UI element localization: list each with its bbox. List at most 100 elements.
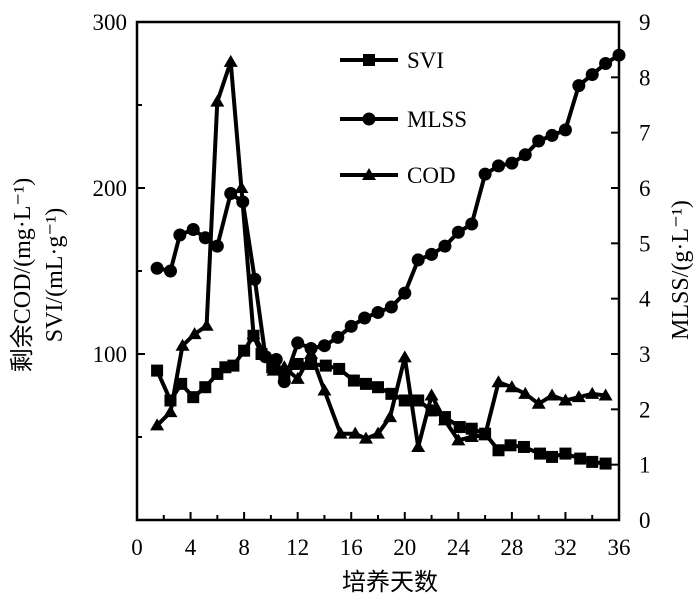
data-point-mlss xyxy=(438,239,452,253)
data-point-svi xyxy=(175,377,188,390)
data-point-cod xyxy=(424,388,439,401)
series-line-mlss xyxy=(156,53,621,384)
data-point-mlss xyxy=(398,286,412,300)
data-point-svi xyxy=(398,394,411,407)
x-tick-label: 0 xyxy=(131,535,143,560)
data-point-svi xyxy=(599,457,612,470)
legend-marker xyxy=(362,168,376,180)
data-point-svi xyxy=(151,364,164,377)
x-tick-label: 4 xyxy=(185,535,197,560)
right-tick-label: 3 xyxy=(639,342,651,367)
data-point-cod xyxy=(464,430,479,442)
right-axis-title: MLSS/(g·L⁻¹) xyxy=(668,200,694,340)
right-tick-label: 8 xyxy=(639,65,651,90)
data-point-mlss xyxy=(224,187,238,201)
data-point-mlss xyxy=(358,311,372,325)
right-axis-ticks: 0 1 2 3 4 5 6 7 8 9 xyxy=(611,10,651,533)
data-point-cod xyxy=(257,347,272,359)
data-point-mlss xyxy=(150,261,164,275)
data-point-cod xyxy=(333,426,348,439)
data-point-svi xyxy=(492,444,505,457)
data-point-cod xyxy=(504,380,519,393)
data-point-cod xyxy=(451,433,466,446)
data-point-cod xyxy=(348,426,363,439)
data-point-cod xyxy=(246,327,261,340)
data-point-cod xyxy=(571,390,586,403)
data-point-mlss xyxy=(558,123,572,137)
left-tick-label: 100 xyxy=(93,342,128,367)
right-tick-label: 0 xyxy=(639,508,651,533)
right-tick-label: 9 xyxy=(639,10,651,35)
data-point-cod xyxy=(317,383,332,396)
x-axis-ticks: 0 4 8 12 16 20 24 28 32 36 xyxy=(131,512,631,560)
data-point-cod xyxy=(397,350,412,363)
left-tick-label: 300 xyxy=(93,10,128,35)
data-point-svi xyxy=(559,447,572,460)
data-point-svi xyxy=(187,391,200,404)
right-tick-label: 4 xyxy=(639,287,651,312)
data-point-mlss xyxy=(344,319,358,333)
data-point-cod xyxy=(491,375,506,388)
data-point-cod xyxy=(234,181,249,193)
data-point-cod xyxy=(187,327,202,340)
right-tick-label: 1 xyxy=(639,453,651,478)
x-axis-title: 培养天数 xyxy=(342,569,438,596)
data-point-mlss xyxy=(277,375,291,389)
data-point-svi xyxy=(372,381,384,394)
data-point-mlss xyxy=(331,330,345,344)
data-point-svi xyxy=(333,362,346,375)
left-axis-title-line1: 剩余COD/(mg·L⁻¹) xyxy=(9,178,36,373)
data-point-cod xyxy=(437,413,452,426)
right-tick-label: 5 xyxy=(639,231,651,256)
x-tick-label: 24 xyxy=(447,535,471,560)
data-point-mlss xyxy=(248,272,262,286)
x-tick-label: 28 xyxy=(500,535,523,560)
data-point-mlss xyxy=(317,339,331,353)
data-point-cod xyxy=(383,410,398,423)
right-tick-label: 7 xyxy=(639,121,651,146)
data-point-cod xyxy=(163,405,178,418)
data-point-svi xyxy=(347,374,360,387)
right-tick-label: 6 xyxy=(639,176,651,201)
data-point-svi xyxy=(199,381,212,394)
data-point-cod xyxy=(371,426,385,439)
data-point-cod xyxy=(478,428,493,441)
left-axis-ticks: 100 200 300 xyxy=(93,10,145,438)
data-point-cod xyxy=(199,318,214,331)
data-point-svi xyxy=(574,452,587,465)
x-tick-label: 16 xyxy=(340,535,363,560)
series-svi xyxy=(151,329,612,470)
data-point-cod xyxy=(531,396,546,409)
data-point-cod xyxy=(150,418,165,431)
legend-label: MLSS xyxy=(407,107,467,132)
data-point-cod xyxy=(545,388,560,401)
left-tick-label: 200 xyxy=(93,176,128,201)
data-point-mlss xyxy=(269,353,283,367)
data-point-cod xyxy=(304,347,319,359)
data-point-svi xyxy=(319,359,332,372)
data-point-mlss xyxy=(599,57,613,70)
data-point-mlss xyxy=(545,128,559,142)
left-axis-title-line2: SVI/(mL·g⁻¹) xyxy=(42,208,68,343)
data-point-mlss xyxy=(505,156,519,170)
series-layer xyxy=(150,48,626,470)
data-point-svi xyxy=(359,377,372,390)
data-point-mlss xyxy=(572,79,586,93)
series-cod xyxy=(150,54,613,452)
data-point-cod xyxy=(598,388,613,401)
series-mlss xyxy=(150,48,626,389)
legend-marker xyxy=(363,54,375,66)
legend-item-cod: COD xyxy=(340,163,456,188)
data-point-mlss xyxy=(478,167,492,181)
x-tick-label: 8 xyxy=(238,535,250,560)
data-point-svi xyxy=(534,447,547,460)
data-point-svi xyxy=(453,421,466,434)
data-point-cod xyxy=(411,439,426,452)
data-point-mlss xyxy=(291,336,305,350)
data-point-mlss xyxy=(371,306,385,319)
data-point-mlss xyxy=(411,253,425,267)
x-tick-label: 36 xyxy=(608,535,631,560)
data-point-mlss xyxy=(186,223,200,236)
data-point-mlss xyxy=(163,264,177,278)
